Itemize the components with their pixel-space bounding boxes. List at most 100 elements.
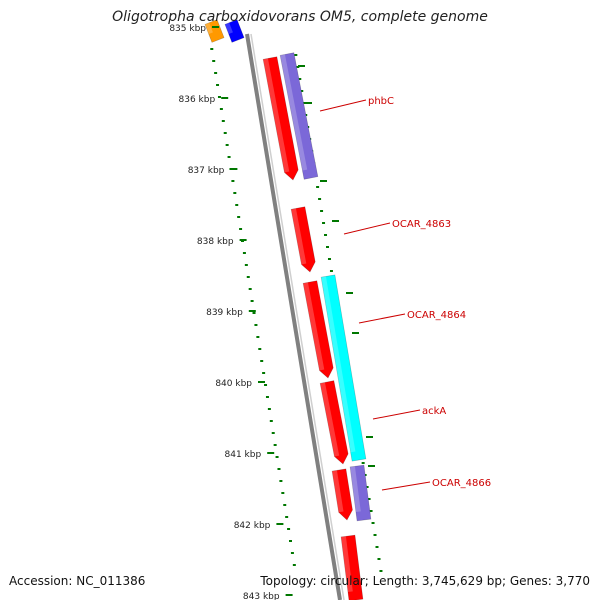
upstream-gene-blue: [224, 19, 245, 43]
ruler-tick-label: 841 kbp: [225, 450, 262, 460]
gc-dot: [320, 210, 324, 212]
ruler-tick: [212, 26, 219, 28]
gene-label-OCAR_4863: OCAR_4863: [392, 219, 451, 230]
gene-OCAR_4863: [290, 206, 316, 273]
gc-dash: [366, 436, 373, 438]
gc-dot: [269, 420, 273, 422]
gc-dot: [264, 384, 268, 386]
gc-dot: [302, 102, 306, 104]
ruler: 835 kbp 836 kbp 837 kbp 838 kbp 839 kbp 840 k…: [169, 24, 293, 602]
gene-label-phbC: phbC: [368, 96, 394, 107]
gc-dot: [262, 372, 266, 374]
backbone-track: [245, 33, 345, 601]
gc-dot: [250, 300, 254, 302]
gc-dot: [235, 204, 239, 206]
gc-dot: [233, 192, 237, 194]
gc-dot: [216, 84, 220, 86]
ruler-tick-label: 838 kbp: [197, 237, 234, 247]
gc-dot: [287, 528, 291, 530]
gc-dash: [368, 465, 375, 467]
gc-dot: [367, 498, 371, 500]
accession-text: Accession: NC_011386: [9, 574, 146, 588]
gc-dot: [379, 570, 383, 572]
ruler-tick: [221, 97, 229, 99]
blast-hit-3: [349, 464, 372, 522]
gc-dot: [277, 468, 281, 470]
gene-downstream: [340, 534, 364, 602]
gc-dot: [300, 90, 304, 92]
ruler-tick: [258, 381, 265, 383]
ruler-tick-label: 837 kbp: [188, 166, 225, 176]
gc-dot: [322, 222, 326, 224]
ruler-tick: [239, 239, 247, 241]
gc-dot: [377, 558, 381, 560]
gc-dash: [305, 102, 312, 104]
feature-track: [204, 19, 372, 602]
gc-dot: [290, 552, 294, 554]
gc-dot: [371, 522, 375, 524]
gc-dot: [365, 486, 369, 488]
ruler-tick-label: 836 kbp: [179, 95, 216, 105]
gc-dot: [246, 276, 250, 278]
gc-dot: [283, 504, 287, 506]
gene-label-ackA: ackA: [422, 406, 446, 417]
gc-dot: [294, 54, 298, 56]
gc-dot: [239, 228, 243, 230]
gc-dot: [256, 336, 260, 338]
gc-dot: [296, 66, 300, 68]
gc-dot: [237, 216, 241, 218]
gc-dot: [260, 360, 264, 362]
genome-summary-text: Topology: circular; Length: 3,745,629 bp…: [260, 574, 590, 588]
gc-dot: [254, 324, 258, 326]
gc-dot: [273, 444, 277, 446]
ruler-tick-label: 839 kbp: [206, 308, 243, 318]
gene-label-OCAR_4866: OCAR_4866: [432, 478, 491, 489]
gc-dot: [265, 396, 269, 398]
gc-dot: [225, 144, 229, 146]
gene-label-leader: [381, 481, 431, 491]
ruler-tick-label: 843 kbp: [243, 592, 280, 600]
gc-dot: [219, 108, 223, 110]
gc-dash: [346, 292, 353, 294]
gc-dot: [329, 270, 333, 272]
ruler-tick: [230, 168, 238, 170]
gc-dot: [318, 198, 322, 200]
gc-dot: [252, 312, 256, 314]
ruler-tick: [285, 594, 293, 596]
gc-dot: [279, 480, 283, 482]
gc-dash: [320, 180, 327, 182]
gc-dot: [281, 492, 285, 494]
gene-labels: phbC OCAR_4863 OCAR_4864 ackA OCAR_4866: [319, 96, 491, 491]
gc-dot: [227, 156, 231, 158]
gene-ackA: [319, 380, 349, 465]
gene-label-OCAR_4864: OCAR_4864: [407, 310, 466, 321]
gc-dot: [373, 534, 377, 536]
gene-label-leader: [372, 409, 421, 420]
gc-dot: [369, 510, 373, 512]
gc-dot: [298, 78, 302, 80]
ruler-tick-label: 835 kbp: [169, 24, 206, 34]
gc-dot: [210, 48, 214, 50]
blast-hit-1: [279, 52, 319, 180]
ruler-tick-label: 842 kbp: [234, 521, 271, 531]
gc-dot: [275, 456, 279, 458]
gc-dot: [292, 564, 296, 566]
gc-dot: [223, 132, 227, 134]
gc-dot: [327, 258, 331, 260]
gene-OCAR_4866: [331, 468, 353, 521]
gc-dash: [352, 332, 359, 334]
gc-dot: [271, 432, 275, 434]
gene-phbC: [262, 56, 299, 181]
gc-dot: [316, 186, 320, 188]
gc-dot: [231, 180, 235, 182]
gc-dot: [242, 252, 246, 254]
ruler-tick: [276, 523, 284, 525]
gc-dash: [298, 65, 305, 67]
ruler-tick: [267, 452, 275, 454]
genome-title: Oligotropha carboxidovorans OM5, complet…: [112, 9, 488, 25]
gc-dot: [375, 546, 379, 548]
gene-label-leader: [358, 313, 406, 324]
gc-dot: [217, 96, 221, 98]
gene-OCAR_4864: [302, 280, 334, 379]
